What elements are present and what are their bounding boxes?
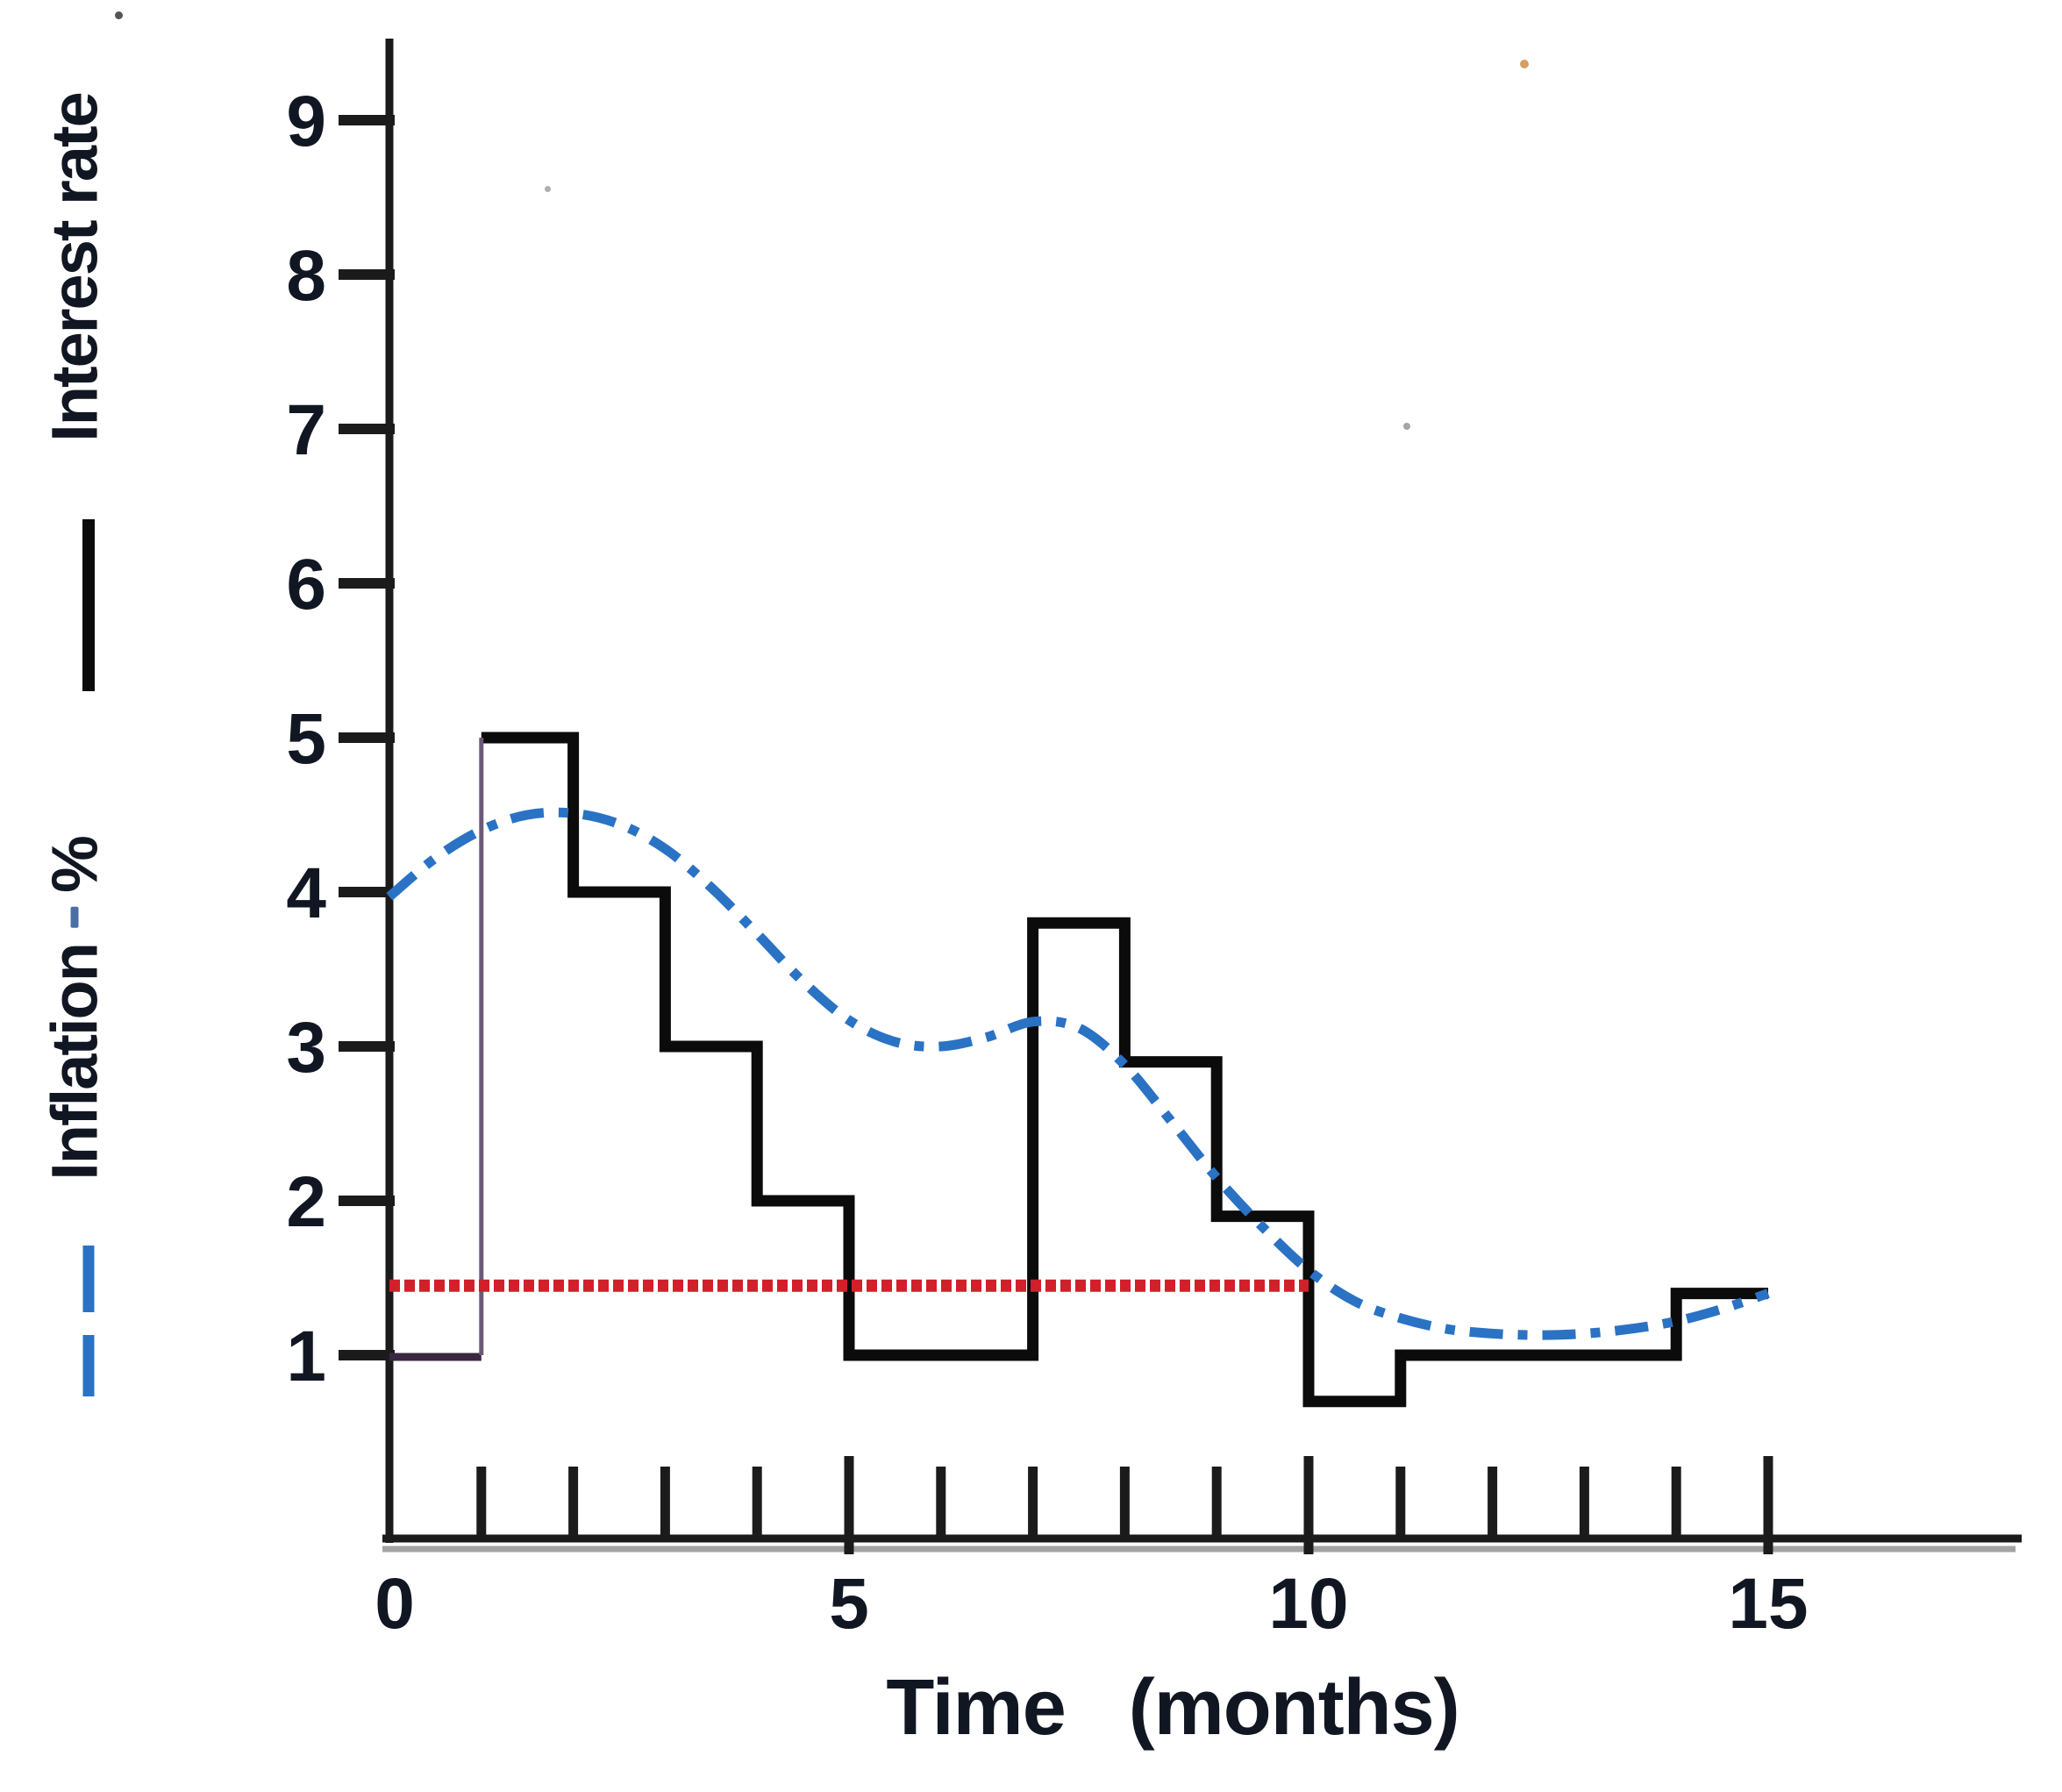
- y-tick-label: 5: [286, 699, 326, 779]
- y-tick-label: 8: [286, 236, 326, 316]
- scan-noise-speck: [115, 11, 123, 19]
- scan-noise-speck: [545, 186, 551, 192]
- y-tick-label: 1: [286, 1317, 326, 1396]
- scan-noise-speck: [1403, 423, 1410, 430]
- x-axis-title: Time (months): [886, 1664, 1459, 1752]
- inflation-percent-sign: %: [38, 837, 111, 894]
- x-tick-label: 5: [829, 1564, 869, 1644]
- scan-noise-speck: [1520, 60, 1529, 68]
- y-tick-label: 3: [286, 1008, 326, 1088]
- y-tick-label: 4: [286, 853, 326, 933]
- y-axis-ticks: 1 2 3 4 5 6 7 8 9: [286, 82, 395, 1396]
- y-axis-label-inflation: Inflation%: [32, 837, 112, 1181]
- y-tick-label: 6: [286, 545, 326, 625]
- x-axis-ticks: 0 5 10 15: [375, 1456, 1809, 1644]
- interest-rate-label-text: Interest rate: [38, 93, 111, 442]
- small-dash-mark: [70, 907, 79, 929]
- x-tick-label: 15: [1728, 1564, 1808, 1644]
- y-tick-label: 2: [286, 1162, 326, 1242]
- x-tick-label: 10: [1268, 1564, 1348, 1644]
- y-tick-label: 9: [286, 82, 326, 161]
- y-axis-label-interest-rate: Interest rate: [32, 93, 112, 442]
- inflation-label-text: Inflation: [38, 944, 111, 1181]
- interest-rate-line: [481, 732, 1768, 1408]
- x-tick-label: 0: [375, 1564, 415, 1644]
- y-tick-label: 7: [286, 390, 326, 470]
